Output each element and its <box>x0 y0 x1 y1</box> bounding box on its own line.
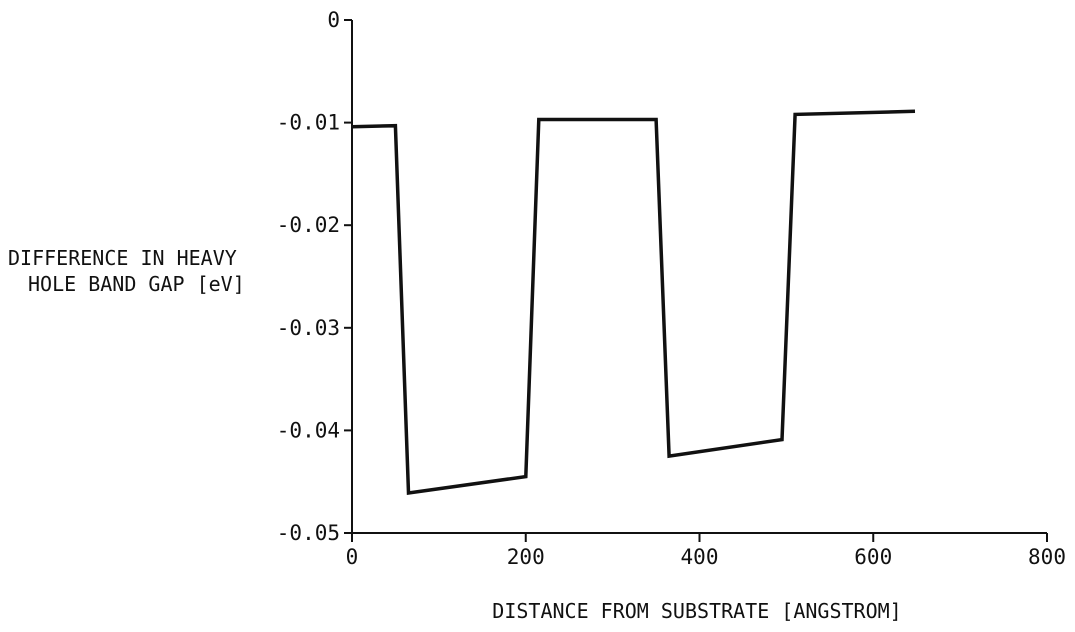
series-group <box>351 109 916 496</box>
y-tick-label: -0.05 <box>277 521 340 545</box>
x-tick-label: 0 <box>346 545 359 569</box>
y-tick-label: -0.03 <box>277 316 340 340</box>
y-ticks: 0 -0.01 -0.02 -0.03 -0.04 -0.05 <box>277 8 352 545</box>
y-tick-label: -0.01 <box>277 111 340 135</box>
x-tick-label: 400 <box>681 545 719 569</box>
series-line <box>351 109 916 496</box>
x-tick-label: 200 <box>507 545 545 569</box>
axes <box>351 20 1047 534</box>
x-tick-label: 600 <box>854 545 892 569</box>
y-tick-label: -0.04 <box>277 418 340 442</box>
x-ticks: 0 200 400 600 800 <box>346 533 1066 569</box>
y-tick-label: 0 <box>327 8 340 32</box>
y-axis-title-line-1: DIFFERENCE IN HEAVY <box>8 246 237 270</box>
y-axis-title-line-2: HOLE BAND GAP [eV] <box>28 272 245 296</box>
x-axis-title: DISTANCE FROM SUBSTRATE [ANGSTROM] <box>492 599 901 623</box>
y-tick-label: -0.02 <box>277 213 340 237</box>
x-tick-label: 800 <box>1028 545 1066 569</box>
